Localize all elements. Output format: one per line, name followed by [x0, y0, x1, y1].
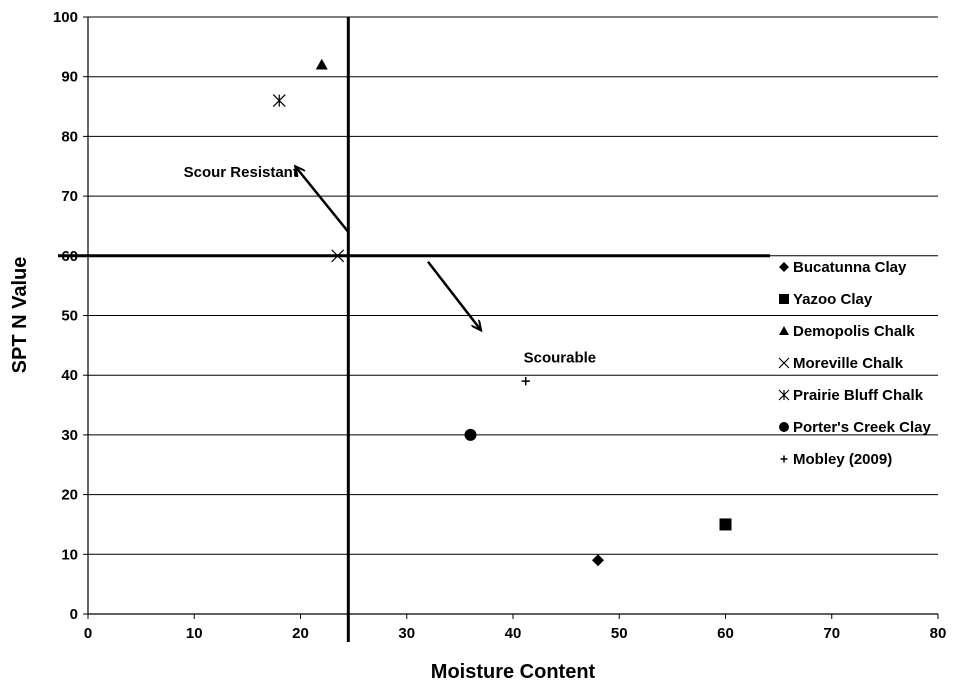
y-tick-label: 40: [61, 367, 78, 384]
legend-label: Porter's Creek Clay: [793, 419, 931, 436]
x-marker: [331, 249, 345, 263]
x-marker: [778, 357, 790, 369]
data-point: [331, 249, 345, 263]
annotation-label: Scourable: [524, 349, 597, 366]
x-tick-label: 60: [717, 625, 734, 642]
data-point: [592, 554, 604, 567]
legend-marker: [779, 294, 789, 304]
axes: [83, 16, 939, 619]
y-axis-title: SPT N Value: [9, 257, 31, 374]
plus-marker: [780, 455, 788, 463]
legend-label: Yazoo Clay: [793, 291, 873, 308]
y-tick-label: 70: [61, 188, 78, 205]
y-tick-label: 90: [61, 69, 78, 86]
legend-marker: [778, 357, 790, 369]
legend-item: Bucatunna Clay: [779, 259, 907, 276]
legend: Bucatunna Clay Yazoo Clay Demopolis Chalk M…: [778, 259, 931, 468]
square-marker: [779, 294, 789, 304]
y-tick-label: 50: [61, 308, 78, 325]
x-tick-label: 10: [186, 625, 203, 642]
x-tick-label: 80: [930, 625, 947, 642]
x-tick-label: 50: [611, 625, 628, 642]
legend-marker: [779, 422, 789, 432]
asterisk-marker: [778, 389, 790, 401]
legend-label: Prairie Bluff Chalk: [793, 387, 924, 404]
threshold-lines: [58, 17, 770, 642]
legend-item: Yazoo Clay: [779, 291, 873, 308]
legend-item: Prairie Bluff Chalk: [778, 387, 924, 404]
circle-marker: [779, 422, 789, 432]
x-axis-title: Moisture Content: [431, 661, 596, 683]
legend-label: Bucatunna Clay: [793, 259, 907, 276]
legend-marker: [779, 262, 789, 272]
diamond-marker: [592, 554, 604, 567]
legend-label: Demopolis Chalk: [793, 323, 915, 340]
y-tick-label: 100: [53, 9, 78, 26]
legend-label: Moreville Chalk: [793, 355, 904, 372]
x-tick-label: 0: [84, 625, 92, 642]
legend-marker: [779, 326, 789, 335]
legend-item: Moreville Chalk: [778, 355, 904, 372]
y-tick-label: 10: [61, 546, 78, 563]
y-tick-label: 80: [61, 128, 78, 145]
annotations: Scour Resistant Scourable: [184, 164, 597, 366]
triangle-marker: [315, 58, 328, 70]
x-tick-label: 30: [398, 625, 415, 642]
x-tick-label: 70: [823, 625, 840, 642]
legend-marker: [780, 455, 788, 463]
triangle-marker: [779, 326, 789, 335]
annotation-label: Scour Resistant: [184, 164, 298, 181]
legend-item: Demopolis Chalk: [779, 323, 915, 340]
data-point: [521, 376, 530, 386]
y-tick-label: 20: [61, 487, 78, 504]
legend-item: Porter's Creek Clay: [779, 419, 931, 436]
data-points: [272, 58, 732, 567]
plus-marker: [521, 376, 530, 386]
data-point: [719, 518, 732, 531]
x-tick-label: 20: [292, 625, 309, 642]
asterisk-marker: [272, 94, 286, 108]
y-tick-label: 30: [61, 427, 78, 444]
diamond-marker: [779, 262, 789, 272]
x-tick-labels: 0 10 20 30 40 50 60 70 80: [84, 625, 947, 642]
gridlines: [88, 16, 938, 555]
x-tick-label: 40: [505, 625, 522, 642]
y-tick-label: 0: [70, 606, 78, 623]
square-marker: [719, 518, 732, 531]
data-point: [464, 428, 477, 441]
annotation-arrow: [295, 166, 350, 233]
legend-item: Mobley (2009): [780, 451, 892, 468]
circle-marker: [464, 428, 477, 441]
data-point: [315, 58, 328, 70]
legend-label: Mobley (2009): [793, 451, 892, 468]
data-point: [272, 94, 286, 108]
legend-marker: [778, 389, 790, 401]
annotation-arrow: [427, 261, 481, 331]
